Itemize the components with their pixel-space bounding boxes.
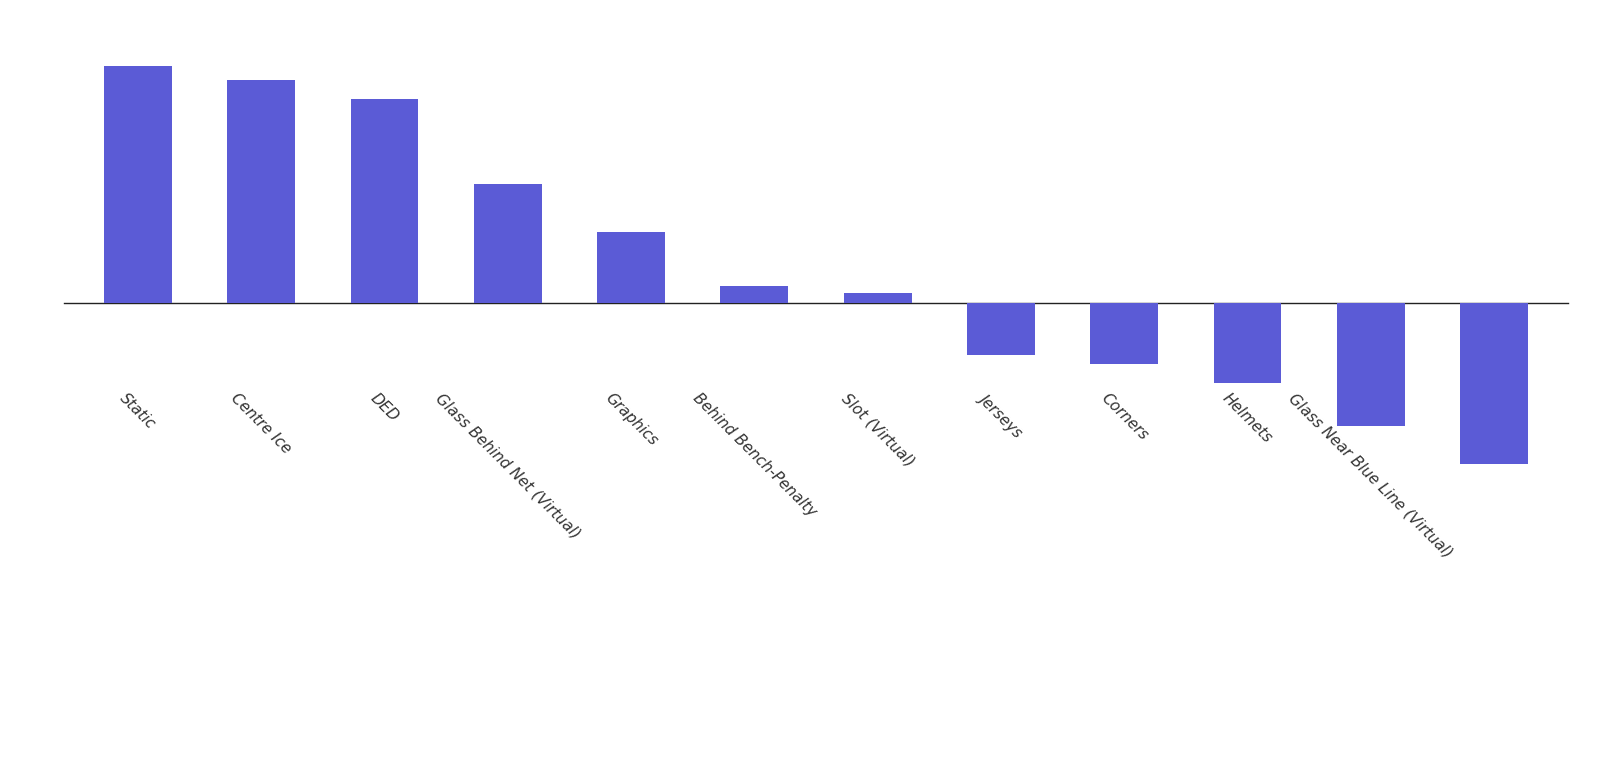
Bar [1338, 303, 1405, 425]
Bar [1213, 303, 1282, 383]
Bar [350, 99, 419, 303]
Bar [720, 286, 789, 303]
Bar [1461, 303, 1528, 463]
Bar [104, 66, 171, 303]
Bar [474, 184, 542, 303]
Bar [597, 232, 666, 303]
Bar [1090, 303, 1158, 364]
Bar [843, 293, 912, 303]
Bar [227, 80, 294, 303]
Bar [966, 303, 1035, 355]
